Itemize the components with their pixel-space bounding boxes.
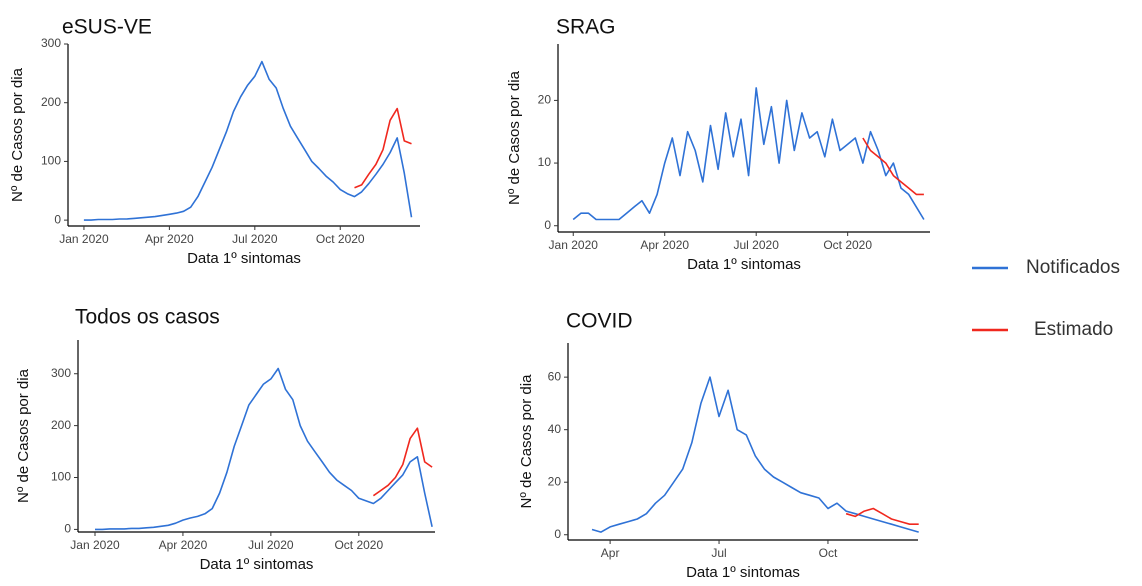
y-tick-label: 300	[51, 366, 71, 380]
legend-label: Notificados	[1026, 257, 1120, 278]
series-line	[591, 376, 919, 533]
panel: eSUS-VE 0 100 200 300 Jan 2020 Apr 2020 Jul 202…	[9, 16, 420, 267]
y-tick-label: 20	[538, 93, 552, 107]
x-axis-title: Data 1º sintomas	[200, 556, 314, 573]
x-tick-label: Oct 2020	[334, 538, 383, 552]
x-tick-label: Apr 2020	[145, 232, 194, 246]
series-line	[95, 367, 433, 531]
series-line	[862, 137, 924, 196]
y-tick-label: 10	[538, 155, 552, 169]
y-tick-label: 20	[548, 474, 562, 488]
y-tick-label: 40	[548, 422, 562, 436]
x-tick-label: Oct 2020	[316, 232, 365, 246]
series-line	[372, 427, 433, 497]
x-tick-label: Apr 2020	[640, 238, 689, 252]
y-tick-label: 200	[41, 95, 61, 109]
y-axis-title: Nº de Casos por dia	[15, 368, 32, 503]
x-tick-label: Jul 2020	[248, 538, 294, 552]
x-tick-label: Jan 2020	[59, 232, 109, 246]
y-tick-label: 0	[544, 218, 551, 232]
y-axis-title: Nº de Casos por dia	[506, 70, 523, 205]
y-tick-label: 0	[554, 527, 561, 541]
series-line	[354, 107, 412, 189]
series-line	[845, 507, 919, 525]
x-tick-label: Jul 2020	[232, 232, 278, 246]
y-tick-label: 100	[41, 154, 61, 168]
x-tick-label: Apr	[601, 546, 620, 560]
x-axis-title: Data 1º sintomas	[187, 250, 301, 267]
chart-title: COVID	[566, 310, 633, 333]
legend-label: Estimado	[1034, 319, 1113, 340]
chart-title: SRAG	[556, 16, 616, 39]
x-tick-label: Apr 2020	[159, 538, 208, 552]
y-axis-title: Nº de Casos por dia	[518, 374, 535, 509]
chart-title: eSUS-VE	[62, 16, 152, 39]
x-tick-label: Oct 2020	[823, 238, 872, 252]
series-line	[83, 60, 413, 221]
y-tick-label: 300	[41, 36, 61, 50]
y-tick-label: 0	[64, 522, 71, 536]
x-axis-title: Data 1º sintomas	[686, 564, 800, 581]
x-tick-label: Jul 2020	[734, 238, 780, 252]
y-tick-label: 0	[54, 212, 61, 226]
x-tick-label: Jan 2020	[549, 238, 599, 252]
y-tick-label: 200	[51, 418, 71, 432]
y-tick-label: 60	[548, 369, 562, 383]
x-tick-label: Jan 2020	[70, 538, 120, 552]
panel: Todos os casos 0 100 200 300 Jan 2020 Apr 2020…	[15, 306, 435, 573]
chart-title: Todos os casos	[75, 306, 220, 329]
x-tick-label: Oct	[819, 546, 838, 560]
x-tick-label: Jul	[711, 546, 726, 560]
y-axis-title: Nº de Casos por dia	[9, 67, 26, 202]
panel: COVID 0 20 40 60 Apr Jul Oct Data 1º sintomas Nº …	[518, 310, 919, 581]
y-tick-label: 100	[51, 470, 71, 484]
x-axis-title: Data 1º sintomas	[687, 256, 801, 273]
series-line	[572, 87, 925, 221]
panel: SRAG 0 10 20 Jan 2020 Apr 2020 Jul 2020 Oct 202…	[506, 16, 930, 273]
